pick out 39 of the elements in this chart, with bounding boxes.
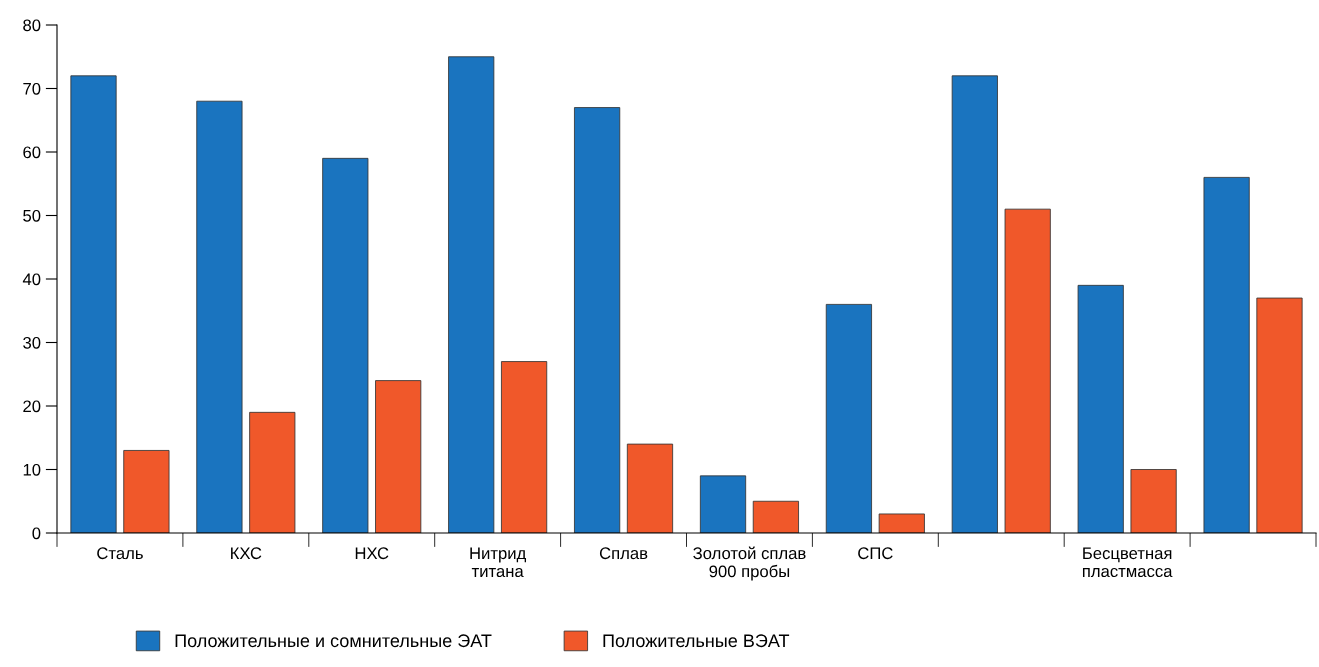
bar (70, 75, 117, 533)
y-tick-label: 50 (23, 209, 41, 222)
y-tick-label: 70 (23, 82, 41, 95)
bar (752, 500, 799, 533)
bar (123, 450, 170, 533)
legend-label: Положительные ВЭАТ (603, 634, 790, 648)
x-tick-label: СПС (858, 547, 893, 560)
bar (1130, 469, 1177, 533)
x-tick-label: Золотой сплав 900 пробы (693, 546, 806, 581)
bar (1256, 297, 1303, 533)
x-tick-label: Сплав (599, 547, 648, 560)
x-tick-label: КХС (231, 547, 262, 560)
bar (878, 513, 925, 533)
y-tick-label: 30 (23, 336, 41, 349)
x-tick-label: Сталь (97, 547, 143, 560)
bar (249, 411, 296, 533)
x-tick-label: НХС (355, 547, 389, 560)
bar (1004, 208, 1051, 533)
y-tick-label: 40 (22, 273, 41, 286)
y-tick-label: 60 (23, 146, 41, 159)
bar (626, 443, 674, 533)
y-tick-label: 80 (23, 19, 41, 32)
bar (1203, 176, 1250, 533)
y-tick-label: 0 (32, 527, 41, 540)
y-tick-label: 20 (23, 400, 41, 413)
bar (825, 303, 872, 533)
bar (375, 380, 422, 533)
bar (699, 475, 747, 533)
x-tick-label: Бесцветная пластмасса (1082, 547, 1173, 578)
legend-label: Положительные и сомнительные ЭАТ (175, 634, 492, 648)
bar (501, 361, 548, 533)
bar (448, 56, 495, 533)
bar (196, 100, 243, 533)
bar (574, 107, 621, 533)
x-tick-label: Нитрид титана (470, 547, 527, 578)
y-tick-label: 10 (23, 463, 41, 476)
bar (322, 157, 369, 533)
bar (951, 75, 998, 533)
bar (1077, 284, 1124, 533)
